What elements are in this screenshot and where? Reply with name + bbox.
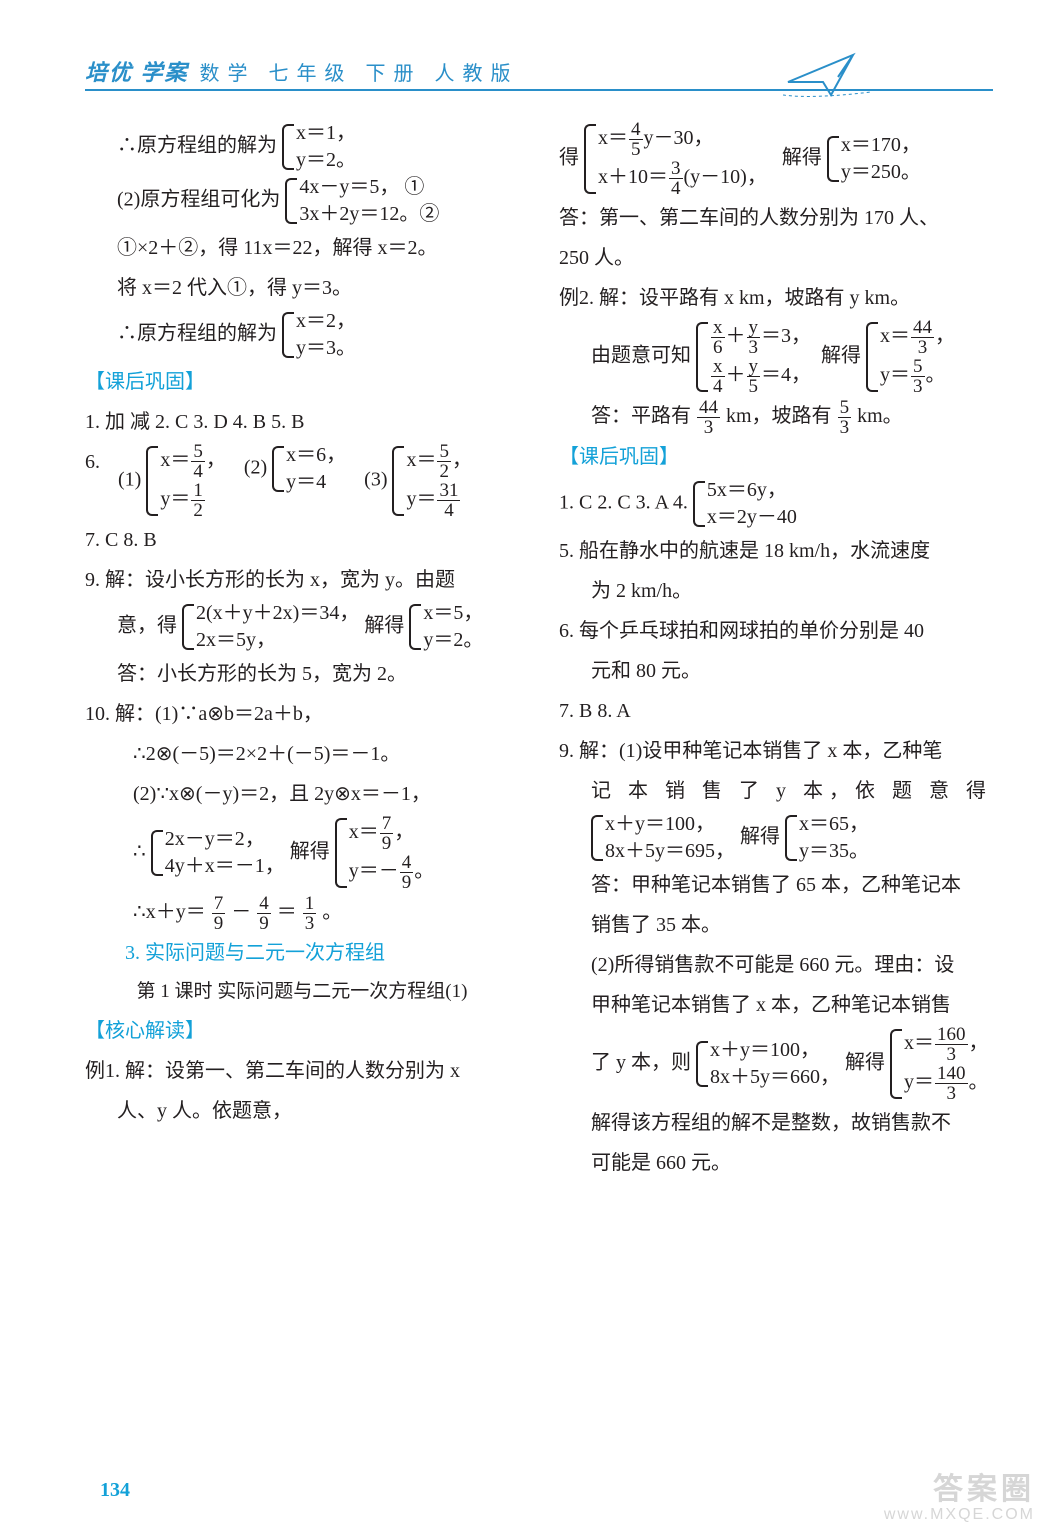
brace-group: 5x＝6y， x＝2y－40 [693, 477, 797, 531]
brace-group: x＋y＝100， 8x＋5y＝660， [696, 1037, 840, 1091]
text-line: 1. C 2. C 3. A 4. 5x＝6y， x＝2y－40 [559, 477, 993, 531]
text-line: ∴ 2x－y＝2， 4y＋x＝－1， 解得 x＝79， y＝－49。 [85, 814, 519, 892]
text-line: 答：平路有 443 km，坡路有 53 km。 [559, 396, 993, 437]
text-line: 答：甲种笔记本销售了 65 本，乙种笔记本 [559, 865, 993, 905]
brace-group: x＋y＝100， 8x＋5y＝695， [591, 811, 735, 865]
text-line: ∴2⊗(－5)＝2×2＋(－5)＝－1。 [85, 734, 519, 774]
text-line: 记 本 销 售 了 y 本，依 题 意 得 [559, 771, 993, 811]
brace-group: x＝1603， y＝1403。 [890, 1025, 989, 1103]
text-line: ∴x＋y＝ 79 － 49 ＝ 13 。 [85, 892, 519, 933]
brace-group: 2x－y＝2， 4y＋x＝－1， [151, 826, 285, 880]
right-column: 得 x＝45y－30， x＋10＝34(y－10)， 解得 x＝170， y＝2… [559, 120, 993, 1183]
brace-group: x＝170， y＝250。 [827, 132, 921, 186]
page-header: 培优 学案 数学 七年级 下册 人教版 [85, 55, 993, 91]
text-line: 为 2 km/h。 [559, 571, 993, 611]
text-line: x＋y＝100， 8x＋5y＝695， 解得 x＝65， y＝35。 [559, 811, 993, 865]
text-line: 1. 加 减 2. C 3. D 4. B 5. B [85, 402, 519, 442]
text-line: ∴原方程组的解为 x＝2， y＝3。 [85, 308, 519, 362]
brace-group: x＝45y－30， x＋10＝34(y－10)， [584, 120, 767, 198]
brace-group: x6＋y3＝3， x4＋y5＝4， [696, 318, 811, 396]
text-line: (2)原方程组可化为 4x－y＝5， ① 3x＋2y＝12。② [85, 174, 519, 228]
text-line: ①×2＋②，得 11x＝22，解得 x＝2。 [85, 228, 519, 268]
brand: 培优 学案 [85, 60, 189, 85]
text-line: 了 y 本，则 x＋y＝100， 8x＋5y＝660， 解得 x＝1603， y… [559, 1025, 993, 1103]
chapter-heading: 3. 实际问题与二元一次方程组 [85, 933, 519, 973]
brace-group: x＝2， y＝3。 [282, 308, 356, 362]
section-heading: 【核心解读】 [85, 1011, 519, 1051]
text-line: 答：小长方形的长为 5，宽为 2。 [85, 654, 519, 694]
watermark-bottom: www.MXQE.COM [884, 1506, 1035, 1524]
text-line: ∴原方程组的解为 x＝1， y＝2。 [85, 120, 519, 174]
text-line: 例2. 解：设平路有 x km，坡路有 y km。 [559, 278, 993, 318]
subject: 数学 七年级 下册 人教版 [200, 63, 519, 85]
q6-row: 6. (1) x＝54， y＝12 (2) x＝6， y＝4 (3) x＝52，… [85, 442, 519, 520]
text-line: 销售了 35 本。 [559, 905, 993, 945]
text-line: 例1. 解：设第一、第二车间的人数分别为 x [85, 1051, 519, 1091]
label: 6. [85, 442, 100, 482]
page-number: 134 [100, 1479, 130, 1502]
brace-group: x＝1， y＝2。 [282, 120, 356, 174]
text-line: 10. 解：(1)∵a⊗b＝2a＋b， [85, 694, 519, 734]
text-line: 由题意可知 x6＋y3＝3， x4＋y5＝4， 解得 x＝443， y＝53。 [559, 318, 993, 396]
brace-group: 4x－y＝5， ① 3x＋2y＝12。② [285, 174, 439, 228]
section-heading: 【课后巩固】 [559, 437, 993, 477]
watermark-top: 答案圈 [884, 1473, 1035, 1506]
text-line: (2)∵x⊗(－y)＝2，且 2y⊗x＝－1， [85, 774, 519, 814]
brace-group: x＝5， y＝2。 [409, 600, 483, 654]
text-line: 9. 解：(1)设甲种笔记本销售了 x 本，乙种笔 [559, 731, 993, 771]
text-line: 解得该方程组的解不是整数，故销售款不 [559, 1103, 993, 1143]
lesson-heading: 第 1 课时 实际问题与二元一次方程组(1) [85, 973, 519, 1011]
paper-plane-icon [783, 47, 873, 107]
brace-group: x＝79， y＝－49。 [335, 814, 435, 892]
text-line: 得 x＝45y－30， x＋10＝34(y－10)， 解得 x＝170， y＝2… [559, 120, 993, 198]
text-line: 6. 每个乒乓球拍和网球拍的单价分别是 40 [559, 611, 993, 651]
section-heading: 【课后巩固】 [85, 362, 519, 402]
text-line: 人、y 人。依题意， [85, 1091, 519, 1131]
text-line: 250 人。 [559, 238, 993, 278]
text-line: 意，得 2(x＋y＋2x)＝34， 2x＝5y， 解得 x＝5， y＝2。 [85, 600, 519, 654]
left-column: ∴原方程组的解为 x＝1， y＝2。 (2)原方程组可化为 4x－y＝5， ① … [85, 120, 519, 1183]
text-line: 甲种笔记本销售了 x 本，乙种笔记本销售 [559, 985, 993, 1025]
brace-group: x＝65， y＝35。 [785, 811, 869, 865]
content-columns: ∴原方程组的解为 x＝1， y＝2。 (2)原方程组可化为 4x－y＝5， ① … [85, 120, 993, 1183]
text-line: 7. B 8. A [559, 691, 993, 731]
text-line: 5. 船在静水中的航速是 18 km/h，水流速度 [559, 531, 993, 571]
watermark: 答案圈 www.MXQE.COM [884, 1473, 1035, 1524]
text-line: 9. 解：设小长方形的长为 x，宽为 y。由题 [85, 560, 519, 600]
brace-group: x＝6， y＝4 [272, 442, 346, 496]
brace-group: x＝443， y＝53。 [866, 318, 955, 396]
text-line: 7. C 8. B [85, 520, 519, 560]
text-line: 将 x＝2 代入①，得 y＝3。 [85, 268, 519, 308]
text-line: 可能是 660 元。 [559, 1143, 993, 1183]
text-line: (2)所得销售款不可能是 660 元。理由：设 [559, 945, 993, 985]
brace-group: x＝52， y＝314 [392, 442, 472, 520]
text-line: 元和 80 元。 [559, 651, 993, 691]
text-line: 答：第一、第二车间的人数分别为 170 人、 [559, 198, 993, 238]
brace-group: 2(x＋y＋2x)＝34， 2x＝5y， [182, 600, 359, 654]
brace-group: x＝54， y＝12 [146, 442, 226, 520]
